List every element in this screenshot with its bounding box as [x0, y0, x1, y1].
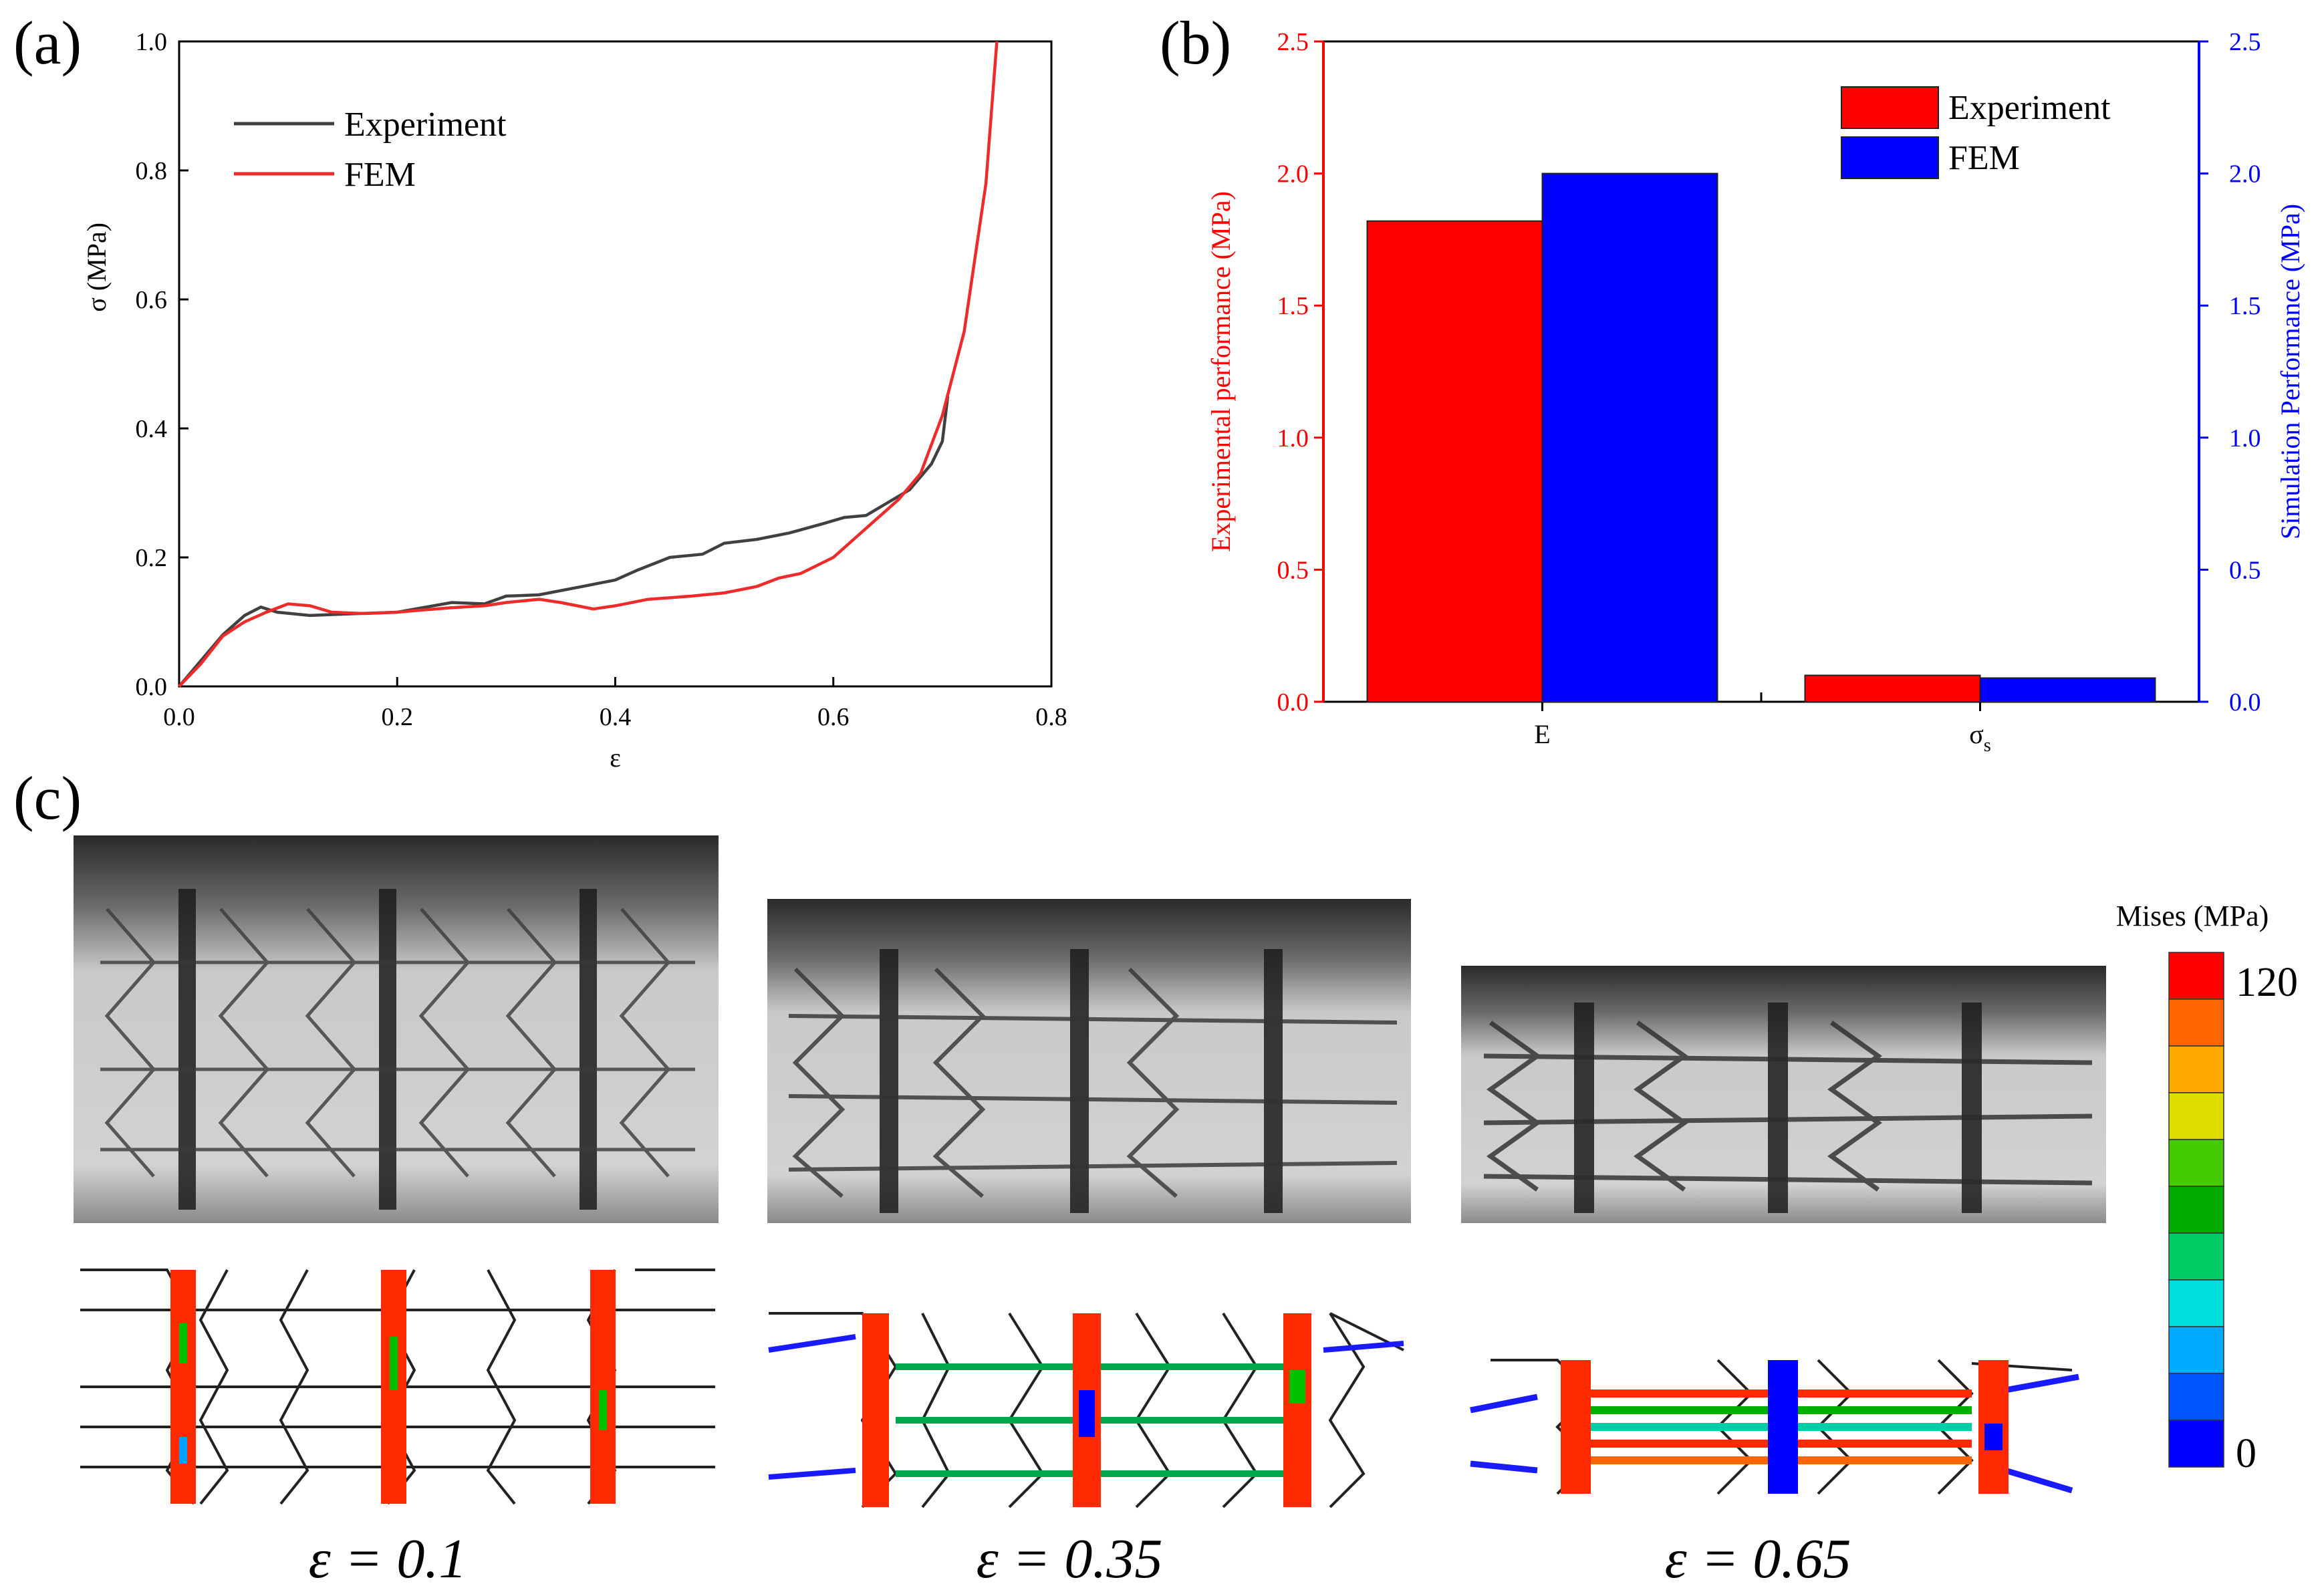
- colorbar-title: Mises (MPa): [2116, 900, 2269, 932]
- y-tick-label: 0.0: [136, 673, 168, 701]
- bar-fem-1: [1979, 677, 2156, 703]
- chart-a-ticks: 0.0 0.2 0.4 0.6 0.8 0.0 0.2 0.4 0.6 0.8 1.0: [136, 28, 1067, 731]
- y-tick-label: 0.4: [136, 415, 168, 443]
- legend-label-experiment: Experiment: [344, 106, 507, 144]
- legend-swatch-fem: [1841, 136, 1939, 179]
- left-y-tick-label: 1.0: [1277, 424, 1309, 452]
- chart-a-y-axis-title: σ (MPa): [82, 223, 112, 312]
- left-y-tick-label: 2.0: [1277, 160, 1309, 188]
- bar-fem-0: [1541, 172, 1718, 703]
- photo-strain-0-65: [1461, 966, 2106, 1223]
- x-tick-label: E: [1534, 719, 1550, 749]
- x-tick-label: 0.2: [382, 703, 414, 731]
- photo-strain-0-35: [767, 899, 1411, 1223]
- legend-label-fem: FEM: [1948, 139, 2020, 177]
- chart-b-legend: Experiment FEM: [1841, 86, 2111, 179]
- fem-model-strain-0-1: [80, 1269, 715, 1505]
- bar-experiment-0: [1366, 220, 1543, 702]
- panel-label-a: (a): [13, 9, 82, 77]
- colorbar-band-0: [2168, 952, 2224, 1000]
- y-tick-label: 0.6: [136, 286, 168, 314]
- right-y-tick-label: 0.0: [2229, 688, 2261, 716]
- strain-label-0-65: ε = 0.65: [1665, 1528, 1851, 1590]
- right-y-tick-label: 1.5: [2229, 292, 2261, 320]
- y-tick-label: 0.8: [136, 157, 168, 185]
- chart-a-series: [178, 41, 999, 688]
- colorbar-band-8: [2168, 1326, 2224, 1374]
- legend-swatch-experiment: [1841, 86, 1939, 129]
- colorbar-band-3: [2168, 1092, 2224, 1140]
- x-tick-label: 0.8: [1035, 703, 1067, 731]
- chart-b-bars: [1366, 172, 2156, 703]
- right-y-tick-label: 1.0: [2229, 424, 2261, 452]
- colorbar-band-9: [2168, 1373, 2224, 1421]
- panel-label-c: (c): [13, 764, 82, 832]
- left-y-tick-label: 2.5: [1277, 28, 1309, 56]
- colorbar-band-2: [2168, 1045, 2224, 1093]
- y-tick-label: 0.2: [136, 544, 168, 572]
- left-y-tick-label: 0.0: [1277, 688, 1309, 716]
- chart-a-frame: [178, 40, 1053, 688]
- strain-label-0-35: ε = 0.35: [977, 1528, 1163, 1590]
- right-y-tick-label: 2.5: [2229, 28, 2261, 56]
- fem-model-strain-0-65: [1470, 1359, 2079, 1495]
- x-tick-label: 0.0: [163, 703, 195, 731]
- x-tick-label: σs: [1969, 719, 1990, 756]
- legend-label-experiment: Experiment: [1948, 89, 2111, 127]
- chart-a: 0.0 0.2 0.4 0.6 0.8 0.0 0.2 0.4 0.6 0.8 1.0 ε σ (M…: [82, 28, 1067, 773]
- fem-model-strain-0-35: [768, 1312, 1404, 1508]
- chart-b-left-axis-title: Experimental performance (MPa): [1206, 191, 1236, 552]
- legend-label-fem: FEM: [344, 156, 416, 194]
- y-tick-label: 1.0: [136, 28, 168, 56]
- right-y-tick-label: 0.5: [2229, 556, 2261, 584]
- colorbar-band-4: [2168, 1139, 2224, 1187]
- left-y-tick-label: 0.5: [1277, 556, 1309, 584]
- photo-strain-0-1: [74, 835, 719, 1223]
- chart-a-legend: Experiment FEM: [234, 106, 507, 194]
- colorbar-max-label: 120: [2236, 960, 2298, 1005]
- chart-b-right-axis-title: Simulation Performance (MPa): [2275, 204, 2305, 539]
- left-y-tick-label: 1.5: [1277, 292, 1309, 320]
- bar-experiment-1: [1804, 674, 1981, 702]
- colorbar-band-5: [2168, 1186, 2224, 1234]
- colorbar-band-1: [2168, 999, 2224, 1047]
- colorbar-band-10: [2168, 1420, 2224, 1468]
- series-line-experiment: [178, 396, 950, 688]
- x-tick-label: 0.4: [600, 703, 632, 731]
- x-tick-label: 0.6: [817, 703, 850, 731]
- panel-label-b: (b): [1160, 9, 1231, 77]
- chart-a-x-axis-title: ε: [610, 743, 621, 773]
- series-line-fem: [178, 41, 999, 688]
- colorbar-band-7: [2168, 1279, 2224, 1327]
- colorbar-band-6: [2168, 1232, 2224, 1281]
- chart-b: 0.00.51.01.52.02.50.00.51.01.52.02.5E σs …: [1206, 28, 2305, 756]
- strain-label-0-1: ε = 0.1: [309, 1528, 467, 1590]
- right-y-tick-label: 2.0: [2229, 160, 2261, 188]
- colorbar-min-label: 0: [2236, 1431, 2256, 1476]
- mises-colorbar: [2168, 952, 2224, 1468]
